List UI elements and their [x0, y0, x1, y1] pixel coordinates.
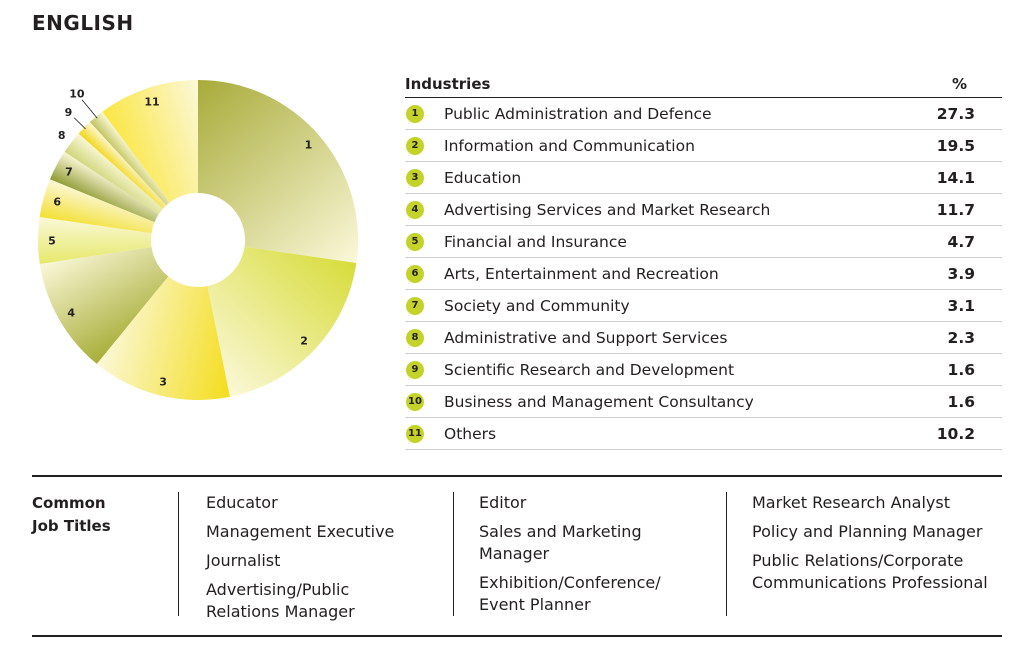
row-number-badge: 5 — [406, 232, 424, 251]
pie-slice-4 — [39, 247, 169, 364]
pie-slice-label: 8 — [58, 129, 66, 142]
pie-slice-label: 7 — [65, 166, 73, 179]
table-header: Industries % — [405, 70, 1002, 98]
job-title: Public Relations/Corporate Communication… — [752, 551, 988, 592]
row-number-badge: 4 — [406, 200, 424, 219]
pie-slice-label: 11 — [144, 95, 159, 108]
table-row: 6 Arts, Entertainment and Recreation 3.9 — [405, 258, 1002, 290]
job-title: Sales and Marketing Manager — [479, 522, 642, 563]
divider-top — [32, 475, 1002, 477]
pie-slice-label: 1 — [305, 138, 313, 151]
industry-name: Business and Management Consultancy — [444, 392, 754, 411]
job-column-1: Educator Management Executive Journalist Ad… — [206, 492, 396, 630]
pie-slice-6 — [39, 179, 155, 234]
job-title: Educator — [206, 493, 278, 512]
pie-slice-label: 5 — [48, 234, 56, 247]
industry-percent: 4.7 — [947, 232, 975, 251]
industry-name: Information and Communication — [444, 136, 695, 155]
job-title: Editor — [479, 493, 527, 512]
job-title: Journalist — [206, 551, 281, 570]
divider-bottom — [32, 635, 1002, 637]
industry-name: Financial and Insurance — [444, 232, 627, 251]
row-number-badge: 11 — [406, 424, 424, 443]
industry-percent: 1.6 — [947, 392, 975, 411]
industry-name: Education — [444, 168, 522, 187]
job-title: Market Research Analyst — [752, 493, 950, 512]
table-row: 10 Business and Management Consultancy 1.6 — [405, 386, 1002, 418]
row-number-badge: 10 — [406, 392, 424, 411]
leader-line — [73, 117, 86, 130]
industries-table: Industries % 1 Public Administration and … — [405, 70, 1002, 450]
table-row: 8 Administrative and Support Services 2.3 — [405, 322, 1002, 354]
industry-name: Scientific Research and Development — [444, 360, 735, 379]
pie-slice-label: 10 — [69, 88, 85, 101]
job-title: Advertising/Public Relations Manager — [206, 580, 355, 621]
job-column-divider — [178, 492, 179, 616]
job-column-divider — [726, 492, 727, 616]
row-number-badge: 3 — [406, 168, 424, 187]
job-title: Policy and Planning Manager — [752, 522, 983, 541]
pie-slice-11 — [102, 80, 198, 203]
industry-percent: 2.3 — [947, 328, 975, 347]
pie-slice-2 — [207, 246, 357, 397]
pie-slice-7 — [49, 151, 159, 223]
table-row: 1 Public Administration and Defence 27.3 — [405, 98, 1002, 130]
pie-slice-label: 3 — [159, 376, 167, 389]
pie-slice-3 — [96, 276, 230, 400]
row-number-badge: 2 — [406, 136, 424, 155]
page-title: ENGLISH — [32, 11, 134, 35]
row-number-badge: 7 — [406, 296, 424, 315]
industry-name: Arts, Entertainment and Recreation — [444, 264, 719, 283]
industry-name: Society and Community — [444, 296, 630, 315]
pie-slice-1 — [198, 80, 358, 264]
industry-percent: 14.1 — [936, 168, 975, 187]
pie-slice-label: 6 — [53, 195, 61, 208]
pie-slice-label: 2 — [300, 334, 308, 347]
job-titles-label: Common Job Titles — [32, 494, 111, 535]
industry-percent: 11.7 — [936, 200, 975, 219]
pie-slice-label: 4 — [67, 306, 75, 319]
industry-percent: 19.5 — [936, 136, 975, 155]
industry-name: Administrative and Support Services — [444, 328, 728, 347]
industry-percent: 3.9 — [947, 264, 975, 283]
row-number-badge: 8 — [406, 328, 424, 347]
table-row: 2 Information and Communication 19.5 — [405, 130, 1002, 162]
industry-name: Others — [444, 424, 497, 443]
row-number-badge: 6 — [406, 264, 424, 283]
table-row: 4 Advertising Services and Market Researc… — [405, 194, 1002, 226]
pie-slice-10 — [89, 111, 170, 206]
leader-line — [81, 99, 98, 119]
table-row: 9 Scientific Research and Development 1.6 — [405, 354, 1002, 386]
pie-slice-5 — [38, 216, 152, 265]
table-row: 11 Others 10.2 — [405, 418, 1002, 450]
job-column-3: Market Research Analyst Policy and Planni… — [752, 492, 992, 601]
header-industries: Industries — [405, 74, 491, 93]
row-number-badge: 1 — [406, 104, 424, 123]
industry-name: Advertising Services and Market Research — [444, 200, 771, 219]
pie-slice-label: 9 — [65, 106, 73, 119]
industry-name: Public Administration and Defence — [444, 104, 712, 123]
job-title: Exhibition/Conference/ Event Planner — [479, 573, 661, 614]
job-title: Management Executive — [206, 522, 395, 541]
industry-percent: 27.3 — [936, 104, 975, 123]
job-column-divider — [453, 492, 454, 616]
table-row: 7 Society and Community 3.1 — [405, 290, 1002, 322]
pie-slice-9 — [78, 121, 167, 209]
industry-donut-chart: 1 2 3 4 5 6 7 8 9 10 11 — [38, 80, 358, 400]
industry-percent: 10.2 — [936, 424, 975, 443]
header-percent: % — [951, 74, 967, 93]
job-column-2: Editor Sales and Marketing Manager Exhibit… — [479, 492, 709, 623]
table-row: 3 Education 14.1 — [405, 162, 1002, 194]
industry-percent: 1.6 — [947, 360, 975, 379]
pie-slice-8 — [64, 133, 163, 215]
industry-percent: 3.1 — [947, 296, 975, 315]
row-number-badge: 9 — [406, 360, 424, 379]
table-row: 5 Financial and Insurance 4.7 — [405, 226, 1002, 258]
